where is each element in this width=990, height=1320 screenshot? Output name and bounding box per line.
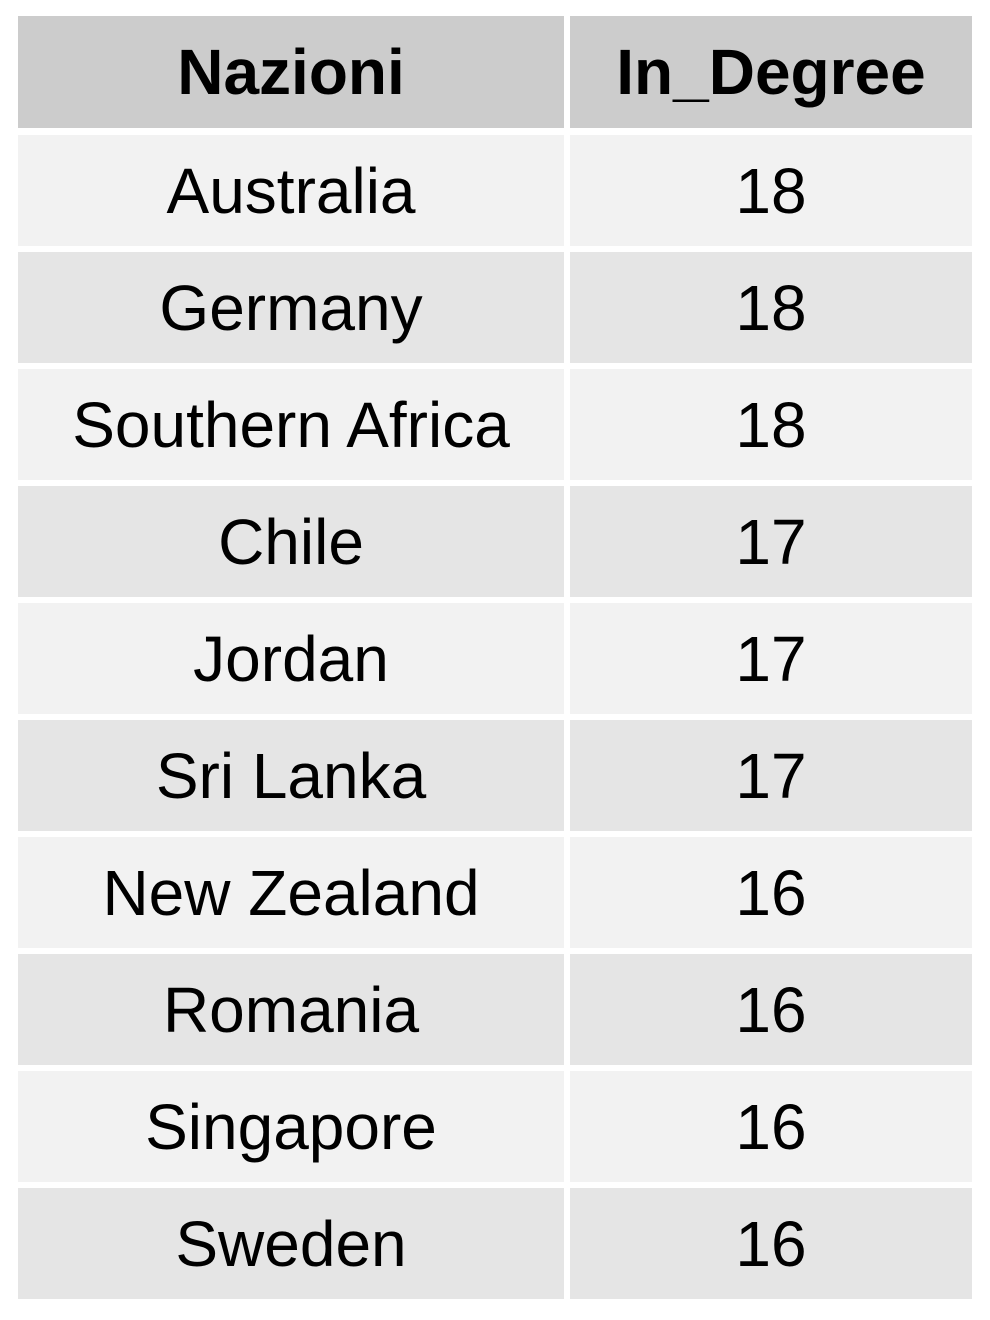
in-degree-cell: 17 xyxy=(570,603,972,720)
country-cell: Southern Africa xyxy=(18,369,570,486)
column-header-in-degree: In_Degree xyxy=(570,16,972,135)
in-degree-cell: 16 xyxy=(570,1188,972,1299)
country-cell: Australia xyxy=(18,135,570,252)
table-row: Romania 16 xyxy=(18,954,972,1071)
table-row: Australia 18 xyxy=(18,135,972,252)
in-degree-cell: 16 xyxy=(570,954,972,1071)
country-cell: Sri Lanka xyxy=(18,720,570,837)
country-cell: Sweden xyxy=(18,1188,570,1299)
country-cell: Jordan xyxy=(18,603,570,720)
table-row: Germany 18 xyxy=(18,252,972,369)
in-degree-cell: 16 xyxy=(570,837,972,954)
in-degree-cell: 17 xyxy=(570,720,972,837)
table-row: Chile 17 xyxy=(18,486,972,603)
in-degree-cell: 18 xyxy=(570,135,972,252)
table-row: New Zealand 16 xyxy=(18,837,972,954)
country-cell: Romania xyxy=(18,954,570,1071)
in-degree-cell: 18 xyxy=(570,252,972,369)
in-degree-cell: 17 xyxy=(570,486,972,603)
table-header-row: Nazioni In_Degree xyxy=(18,16,972,135)
country-cell: Singapore xyxy=(18,1071,570,1188)
in-degree-table: Nazioni In_Degree Australia 18 Germany 1… xyxy=(18,16,972,1299)
country-cell: New Zealand xyxy=(18,837,570,954)
country-cell: Germany xyxy=(18,252,570,369)
table-row: Southern Africa 18 xyxy=(18,369,972,486)
in-degree-cell: 18 xyxy=(570,369,972,486)
country-cell: Chile xyxy=(18,486,570,603)
in-degree-cell: 16 xyxy=(570,1071,972,1188)
column-header-nazioni: Nazioni xyxy=(18,16,570,135)
table-row: Sweden 16 xyxy=(18,1188,972,1299)
table-row: Jordan 17 xyxy=(18,603,972,720)
table-row: Singapore 16 xyxy=(18,1071,972,1188)
table-row: Sri Lanka 17 xyxy=(18,720,972,837)
